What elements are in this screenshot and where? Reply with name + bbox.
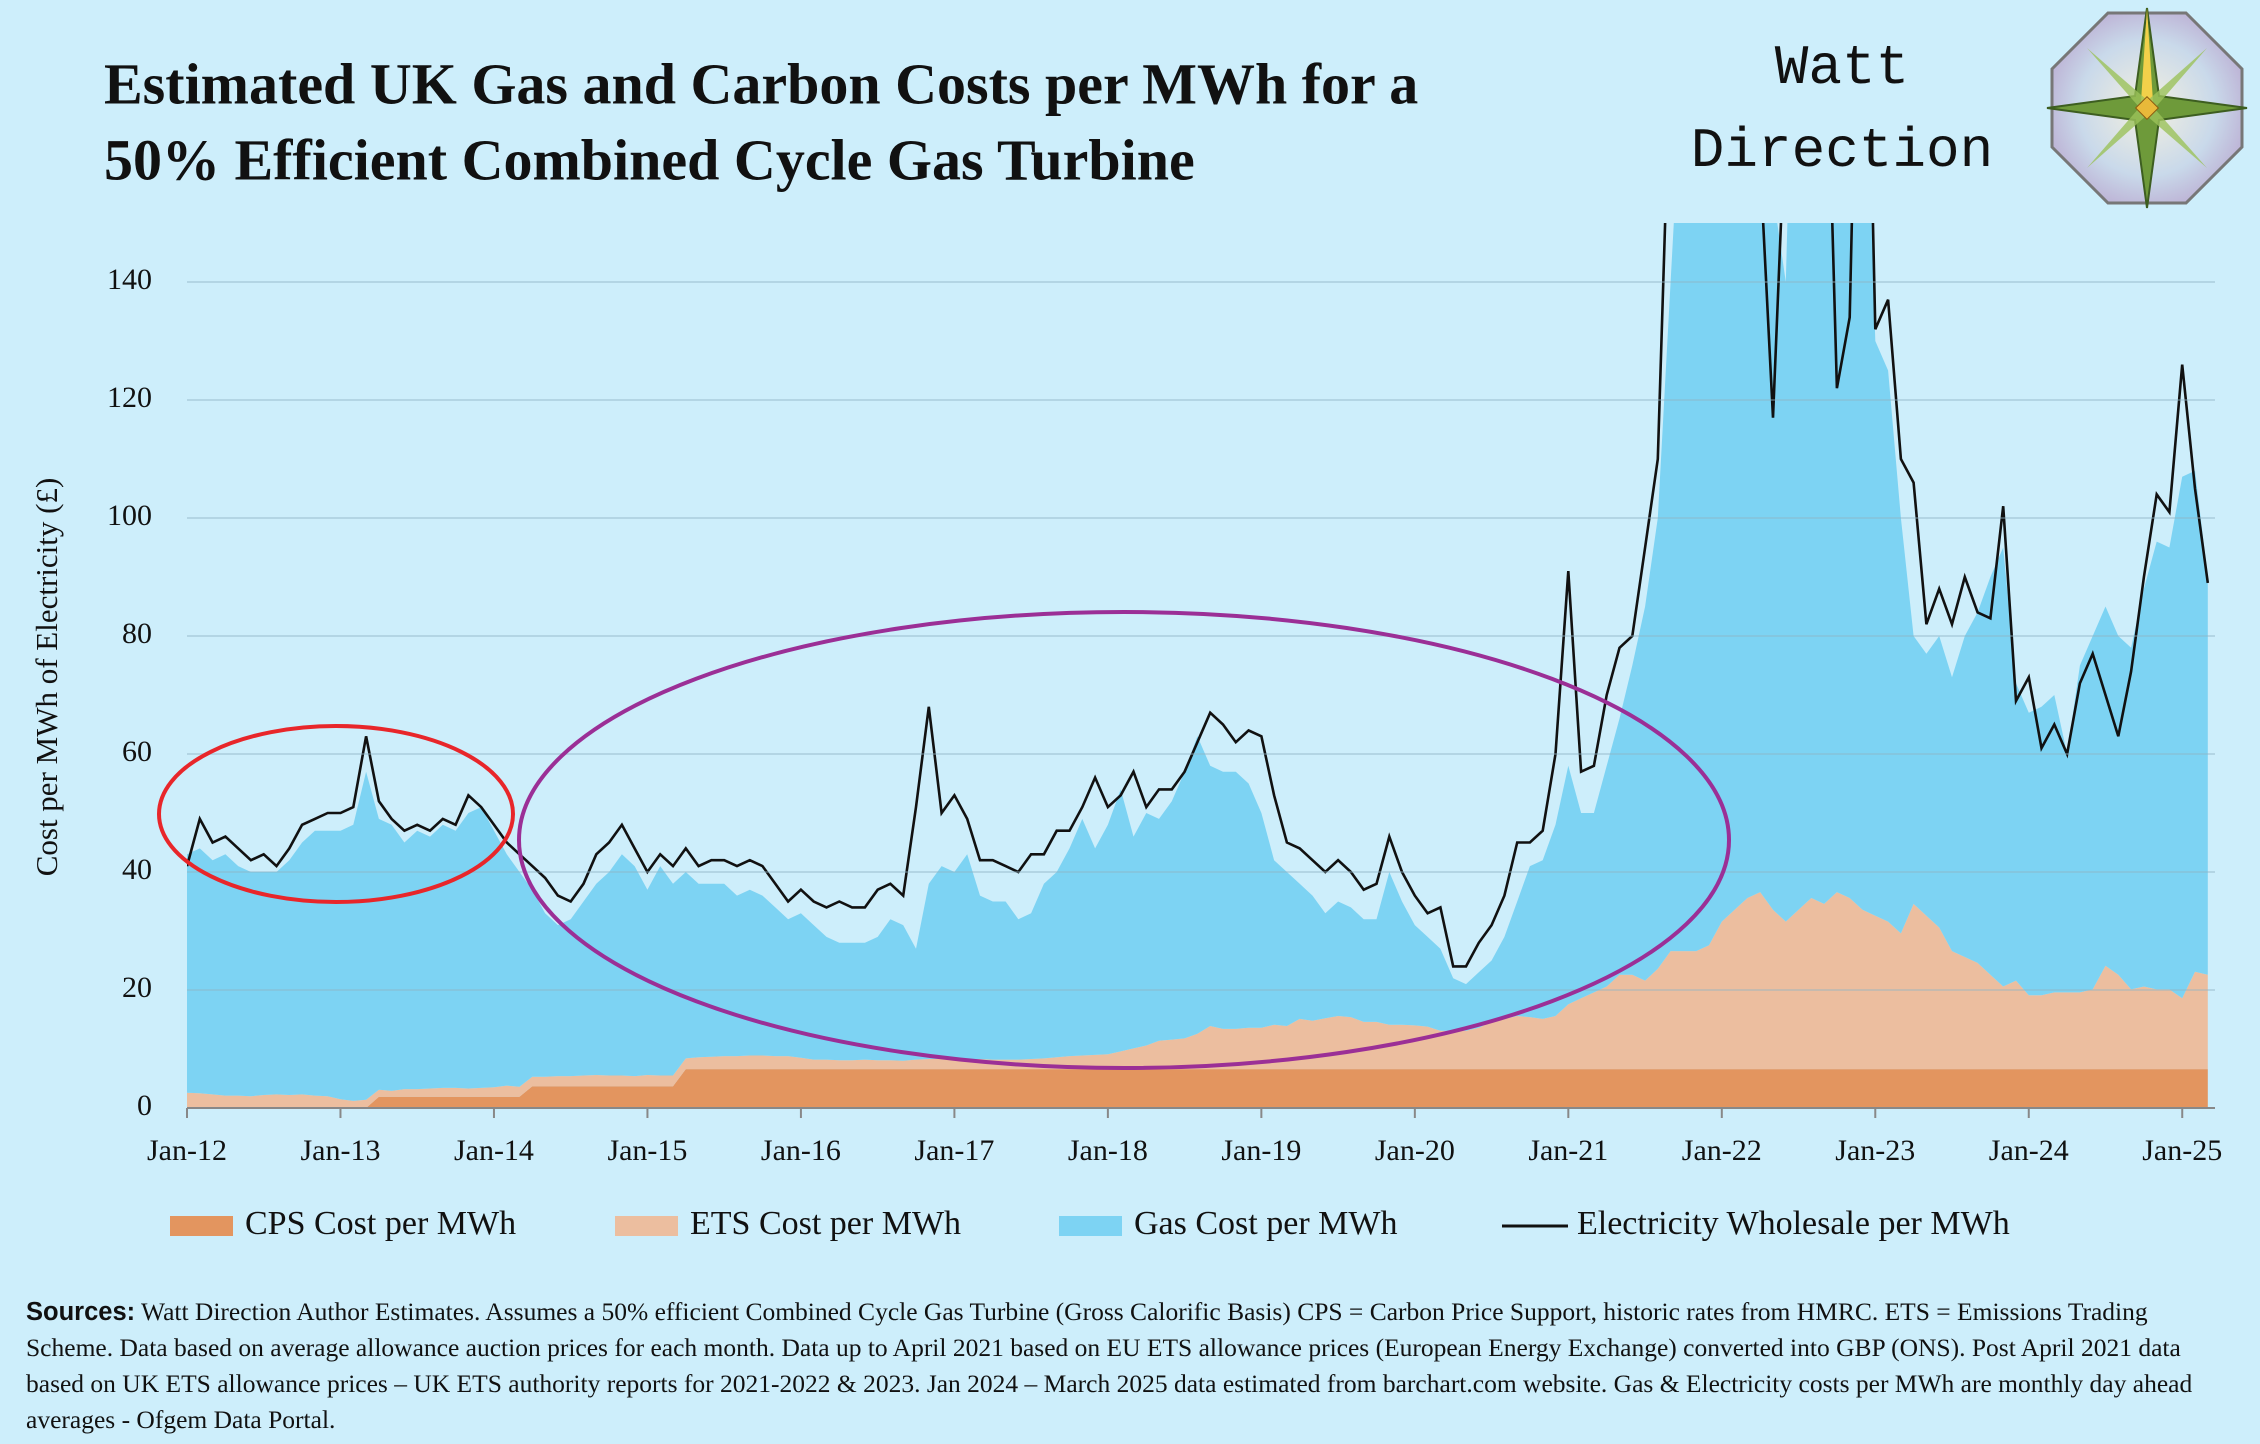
highlight-ellipse [157,724,515,904]
legend-swatch [615,1216,678,1236]
legend-swatch [170,1216,233,1236]
x-tick-label: Jan-18 [1068,1134,1148,1167]
x-tick-label: Jan-20 [1375,1134,1455,1167]
x-tick-label: Jan-21 [1528,1134,1608,1167]
x-tick-label: Jan-12 [147,1134,227,1167]
y-tick-label: 80 [122,617,152,650]
chart-title: Estimated UK Gas and Carbon Costs per MW… [104,51,1418,116]
y-tick-label: 60 [122,735,152,768]
x-tick-label: Jan-15 [607,1134,687,1167]
area [187,223,2208,1101]
y-axis-label: Cost per MWh of Electricity (£) [29,478,64,877]
x-tick-label: Jan-24 [1989,1134,2069,1167]
y-tick-label: 100 [107,499,152,532]
legend-label: CPS Cost per MWh [245,1205,516,1242]
x-tick-label: Jan-19 [1221,1134,1301,1167]
x-tick-label: Jan-25 [2142,1134,2222,1167]
plot-area [187,223,2210,1108]
legend-label: Electricity Wholesale per MWh [1577,1205,2010,1242]
x-tick-label: Jan-23 [1835,1134,1915,1167]
legend-label: ETS Cost per MWh [690,1205,961,1242]
sources: Sources: Watt Direction Author Estimates… [26,1294,2226,1438]
x-tick-label: Jan-16 [761,1134,841,1167]
chart-title: 50% Efficient Combined Cycle Gas Turbine [104,127,1195,192]
area [187,1069,2208,1108]
brand-text: Watt [1775,36,1909,100]
y-tick-label: 140 [107,263,152,296]
line [187,223,2210,968]
brand-text: Direction [1691,119,1993,183]
x-tick-label: Jan-22 [1682,1134,1762,1167]
x-tick-label: Jan-13 [300,1134,380,1167]
area [187,892,2208,1108]
y-tick-label: 20 [122,971,152,1004]
sources-label: Sources: [26,1298,136,1326]
legend-swatch [1059,1216,1122,1236]
y-tick-label: 120 [107,381,152,414]
chart: Estimated UK Gas and Carbon Costs per MW… [29,7,2248,1242]
highlight-ellipse [517,610,1731,1070]
sources-text: Watt Direction Author Estimates. Assumes… [26,1297,2193,1434]
legend: CPS Cost per MWh ETS Cost per MWh Gas Cost… [170,1205,2010,1242]
legend-label: Gas Cost per MWh [1134,1205,1397,1242]
x-tick-label: Jan-17 [914,1134,994,1167]
y-tick-label: 0 [137,1089,152,1122]
axes: 0 20 40 60 80 100 120 140 Jan-12 Jan-13 Jan-14 Jan-… [107,263,2222,1167]
x-tick-label: Jan-14 [454,1134,534,1167]
logo [2046,7,2248,209]
y-tick-label: 40 [122,853,152,886]
